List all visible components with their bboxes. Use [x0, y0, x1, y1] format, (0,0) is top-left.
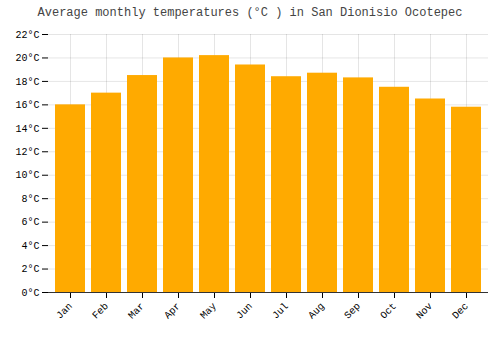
html-text:Average monthly temperatures (: Average monthly temperatures (°C ) in Sa… [37, 6, 463, 20]
svg-text:2°C: 2°C [21, 264, 39, 275]
svg-text:22°C: 22°C [15, 30, 39, 41]
svg-text:6°C: 6°C [21, 217, 39, 228]
svg-text:Oct: Oct [378, 301, 399, 322]
svg-text:Jun: Jun [234, 301, 255, 322]
svg-text:Jul: Jul [270, 301, 291, 322]
svg-text:20°C: 20°C [15, 53, 39, 64]
svg-text:4°C: 4°C [21, 241, 39, 252]
svg-text:10°C: 10°C [15, 170, 39, 181]
svg-text:Feb: Feb [90, 301, 111, 322]
svg-text:Mar: Mar [126, 301, 147, 322]
svg-text:Apr: Apr [162, 301, 183, 322]
svg-text:16°C: 16°C [15, 100, 39, 111]
svg-text:Jan: Jan [54, 301, 75, 322]
svg-text:0°C: 0°C [21, 288, 39, 299]
svg-text:May: May [198, 301, 219, 322]
svg-text:Dec: Dec [450, 301, 471, 322]
svg-text:Nov: Nov [414, 301, 435, 322]
svg-text:12°C: 12°C [15, 147, 39, 158]
svg-text:8°C: 8°C [21, 194, 39, 205]
svg-text:Sep: Sep [342, 301, 363, 322]
svg-text:Aug: Aug [306, 301, 327, 322]
svg-text:14°C: 14°C [15, 124, 39, 135]
svg-text:18°C: 18°C [15, 77, 39, 88]
